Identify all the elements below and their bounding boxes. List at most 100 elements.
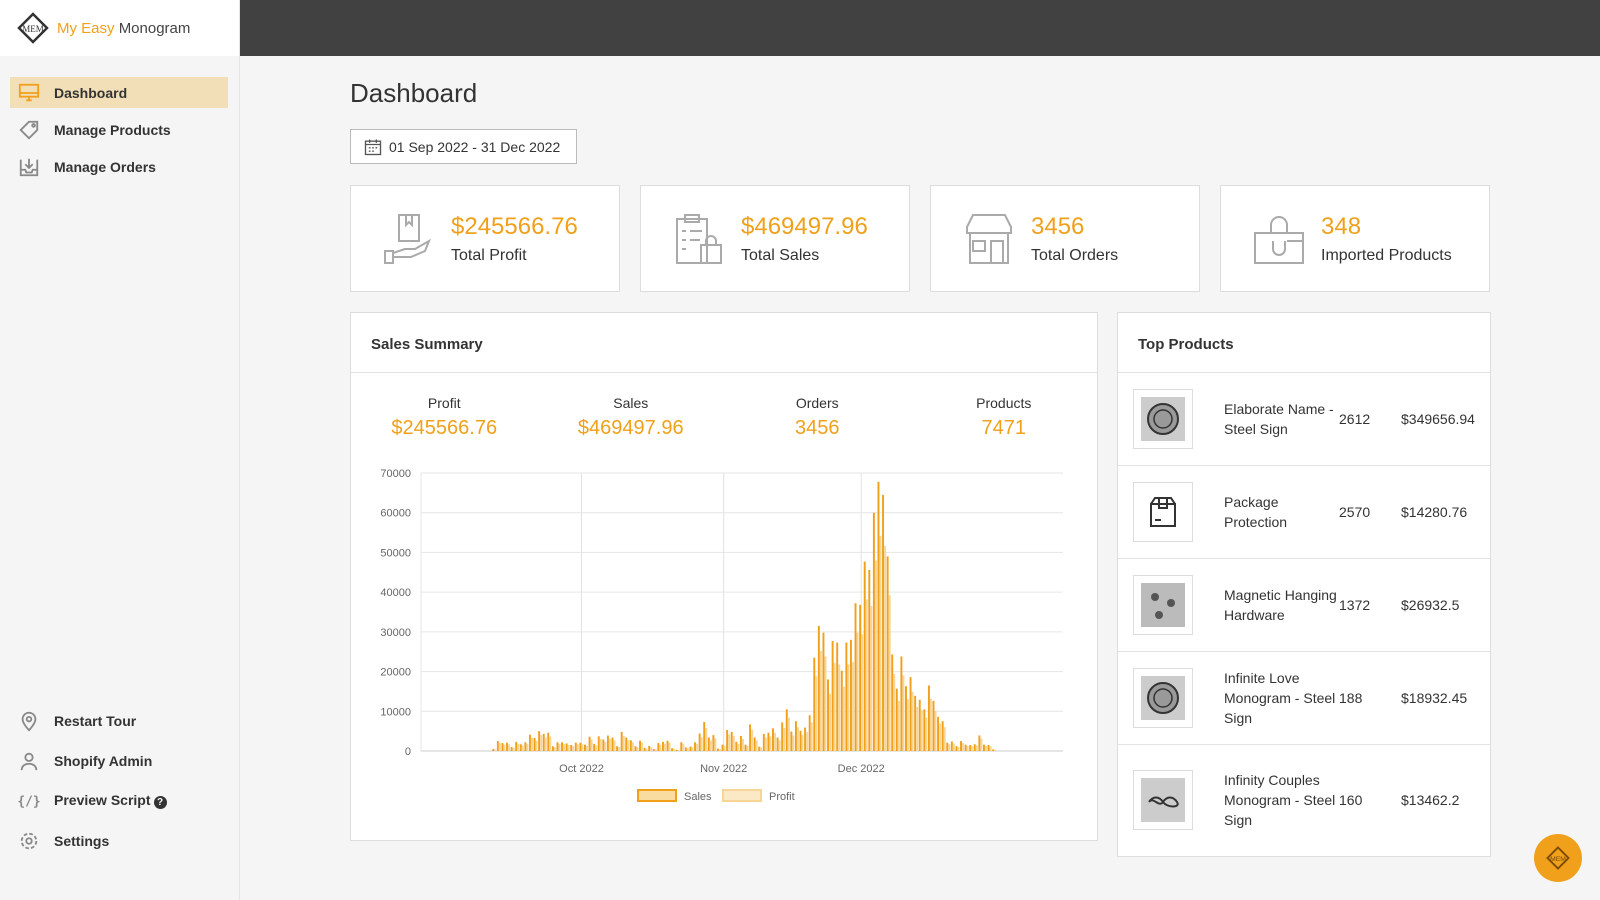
top-product-row[interactable]: Elaborate Name - Steel Sign 2612 $349656…	[1118, 373, 1490, 466]
y-tick-label: 20000	[380, 667, 411, 679]
package-icon	[1150, 497, 1176, 527]
profit-bar	[829, 693, 832, 751]
legend-label-profit: Profit	[769, 791, 795, 803]
sales-bar	[629, 740, 632, 751]
help-icon[interactable]: ?	[153, 796, 167, 809]
sales-bar	[895, 688, 898, 751]
profit-bar	[769, 736, 772, 751]
x-tick-label: Dec 2022	[838, 763, 885, 775]
stat-label: Total Profit	[451, 246, 527, 264]
profit-bar	[659, 744, 662, 751]
sales-bar	[721, 744, 724, 751]
sales-bar	[845, 642, 848, 751]
profit-bar	[985, 745, 987, 751]
metric-value: 3456	[795, 417, 840, 439]
sales-bar	[932, 700, 935, 751]
sales-bar	[794, 721, 797, 751]
sidebar-item-label: Manage Orders	[54, 158, 156, 175]
sidebar-item-restart-tour[interactable]: Restart Tour	[10, 705, 228, 736]
sidebar-item-shopify-admin[interactable]: Shopify Admin	[10, 745, 228, 776]
top-product-row[interactable]: Package Protection 2570 $14280.76	[1118, 466, 1490, 559]
profit-bar	[719, 749, 721, 751]
sidebar-item-dashboard[interactable]: Dashboard	[10, 77, 228, 108]
profit-bar	[879, 535, 882, 751]
product-quantity: 1372	[1339, 597, 1371, 613]
top-product-row[interactable]: Magnetic Hanging Hardware 1372 $26932.5	[1118, 559, 1490, 652]
profit-bar	[801, 734, 804, 751]
brand-logo[interactable]: MEM My Easy Monogram	[0, 0, 239, 56]
profit-bar	[962, 743, 965, 751]
product-thumbnail	[1133, 770, 1193, 830]
sales-bar	[506, 742, 508, 751]
profit-bar	[806, 732, 809, 751]
gear-icon	[20, 832, 38, 849]
sales-bar	[515, 741, 518, 751]
sales-bar	[762, 733, 765, 751]
profit-bar	[742, 739, 744, 751]
profit-bar	[549, 736, 552, 751]
sales-bar	[877, 481, 880, 751]
help-launcher-button[interactable]: MEM	[1534, 834, 1582, 882]
profit-bar	[911, 691, 914, 751]
profit-bar	[599, 739, 602, 751]
profit-bar	[925, 717, 928, 751]
profit-bar	[797, 727, 799, 751]
date-range-picker[interactable]: 01 Sep 2022 - 31 Dec 2022	[350, 129, 578, 164]
profit-bar	[852, 662, 854, 751]
sales-bar	[584, 744, 586, 751]
main-content: Dashboard 01 Sep 2022 - 31 Dec 2022 $245…	[350, 56, 1491, 857]
profit-bar	[916, 706, 919, 751]
profit-bar	[737, 743, 740, 751]
hand-book-icon	[384, 213, 431, 264]
brand-part2: Monogram	[118, 19, 191, 37]
product-revenue: $14280.76	[1401, 504, 1468, 520]
sales-bar	[661, 741, 664, 751]
sales-bar	[698, 733, 701, 751]
sales-bar	[914, 695, 917, 751]
sales-bar	[570, 745, 573, 751]
sales-summary-card: Sales Summary Profit $245566.76 Sales $469…	[350, 312, 1098, 841]
svg-text:MEM: MEM	[1550, 856, 1566, 863]
profit-bar	[957, 747, 960, 751]
sidebar-item-manage-products[interactable]: Manage Products	[10, 114, 228, 145]
y-tick-label: 50000	[380, 547, 411, 559]
metric-label: Sales	[613, 395, 649, 411]
sales-bar	[501, 743, 504, 751]
summary-products: Products 7471	[911, 395, 1098, 440]
product-revenue: $26932.5	[1401, 597, 1460, 613]
profit-bar	[654, 749, 657, 751]
sales-bar	[556, 742, 559, 751]
y-tick-label: 40000	[380, 587, 411, 599]
profit-bar	[755, 740, 758, 751]
y-tick-label: 30000	[380, 627, 411, 639]
sales-bar	[969, 745, 972, 751]
profit-bar	[865, 599, 868, 751]
sales-bar	[891, 654, 894, 751]
svg-text:MEM: MEM	[22, 24, 44, 34]
product-name: Magnetic Hanging Hardware	[1224, 587, 1337, 623]
y-tick-label: 0	[405, 746, 411, 758]
profit-bar	[498, 743, 501, 751]
sales-bar	[533, 737, 536, 751]
stat-label: Imported Products	[1321, 246, 1452, 264]
stat-value: 348	[1321, 212, 1362, 240]
sidebar-item-settings[interactable]: Settings	[10, 825, 228, 856]
profit-bar	[861, 634, 864, 751]
profit-bar	[636, 747, 639, 751]
top-product-row[interactable]: Infinity Couples Monogram - Steel Sign 1…	[1118, 745, 1490, 855]
profit-bar	[677, 750, 680, 751]
sales-bar	[978, 735, 981, 751]
monogram-logo-icon: MEM	[1546, 846, 1570, 870]
profit-bar	[622, 735, 625, 751]
sales-bar	[772, 728, 774, 751]
summary-profit: Profit $245566.76	[351, 395, 538, 440]
top-product-row[interactable]: Infinite Love Monogram - Steel Sign 188 …	[1118, 652, 1490, 745]
sales-bar	[854, 603, 857, 751]
sales-bar	[840, 670, 843, 751]
sidebar-item-manage-orders[interactable]: Manage Orders	[10, 151, 228, 182]
sales-bar	[652, 749, 655, 751]
sales-bar	[634, 746, 637, 751]
sales-bar	[551, 746, 554, 751]
sidebar-item-preview-script[interactable]: {/} Preview Script?	[10, 785, 228, 816]
sales-bar	[547, 732, 550, 751]
